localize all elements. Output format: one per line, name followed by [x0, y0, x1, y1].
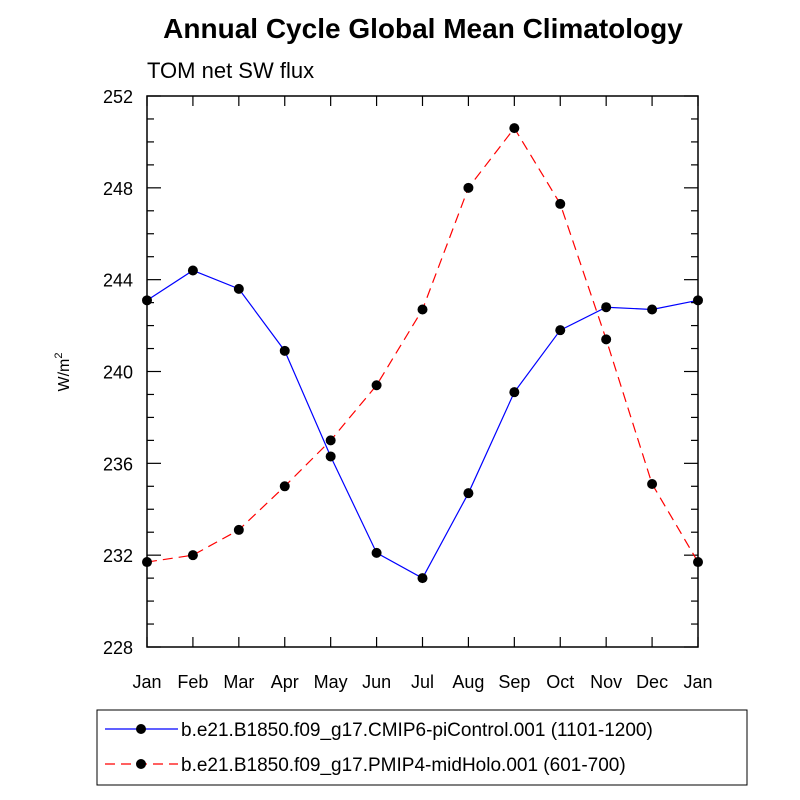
series-1-point: [371, 547, 382, 558]
series-markers: [142, 123, 703, 584]
series-1-point: [555, 325, 566, 336]
series-1-point: [463, 488, 474, 499]
series-lines: [146, 127, 699, 579]
series-line-1: [146, 269, 699, 579]
y-axis-label-text: W/m: [56, 359, 73, 392]
series-2-point: [279, 481, 290, 492]
legend-label-1: b.e21.B1850.f09_g17.CMIP6-piControl.001 …: [181, 720, 653, 741]
chart-subtitle: TOM net SW flux: [147, 58, 314, 83]
y-tick-label: 236: [103, 454, 133, 474]
series-2-point: [555, 198, 566, 209]
series-1-point: [417, 573, 428, 584]
series-1-point: [142, 295, 152, 306]
y-tick-label: 244: [103, 271, 133, 291]
series-2-point: [647, 478, 658, 489]
series-2-point: [417, 304, 428, 315]
legend-box: [96, 709, 748, 786]
series-2-point: [142, 557, 152, 568]
series-1-point: [233, 283, 244, 294]
legend-marker-1: [136, 724, 146, 734]
x-tick-label: Aug: [452, 672, 484, 692]
series-1-point: [325, 451, 336, 462]
x-tick-label: Apr: [271, 672, 299, 692]
y-tick-label: 240: [103, 363, 133, 383]
series-2-point: [187, 550, 198, 561]
series-2-point: [693, 557, 703, 568]
series-2-point: [601, 334, 612, 345]
series-2-point: [463, 182, 474, 193]
y-tick-label: 248: [103, 179, 133, 199]
series-line-2: [146, 127, 699, 563]
x-tick-label: Jul: [411, 672, 434, 692]
chart-title: Annual Cycle Global Mean Climatology: [163, 13, 683, 44]
legend-marker-2: [136, 759, 146, 769]
y-axis-label-group: W/m2: [53, 353, 73, 392]
y-tick-labels: 228 232 236 240 244 248 252: [103, 87, 133, 658]
x-tick-label: Jun: [362, 672, 391, 692]
series-2-point: [509, 123, 520, 134]
y-tick-label: 232: [103, 546, 133, 566]
x-tick-label: May: [314, 672, 348, 692]
x-tick-label: Nov: [590, 672, 622, 692]
x-tick-label: Feb: [177, 672, 208, 692]
y-axis-label: W/m2: [53, 353, 73, 392]
y-axis-label-superscript: 2: [53, 353, 65, 359]
y-tick-label: 228: [103, 638, 133, 658]
x-tick-label: Mar: [223, 672, 254, 692]
series-2-point: [325, 435, 336, 446]
series-1-point: [279, 345, 290, 356]
series-2-point: [233, 524, 244, 535]
x-tick-label: Oct: [546, 672, 574, 692]
series-2-point: [371, 380, 382, 391]
x-tick-label: Sep: [498, 672, 530, 692]
series-1-point: [601, 302, 612, 313]
series-1-point: [187, 265, 198, 276]
x-tick-labels: Jan Feb Mar Apr May Jun Jul Aug Sep Oct Nov Dec Jan: [132, 672, 712, 692]
legend-label-2: b.e21.B1850.f09_g17.PMIP4-midHolo.001 (6…: [181, 755, 626, 776]
series-1-point: [693, 295, 703, 306]
legend: b.e21.B1850.f09_g17.CMIP6-piControl.001 …: [105, 720, 653, 776]
series-1-point: [647, 304, 658, 315]
series-1-point: [509, 387, 520, 398]
x-tick-label: Jan: [683, 672, 712, 692]
plot-frame: [146, 95, 699, 648]
x-tick-label: Jan: [132, 672, 161, 692]
x-tick-label: Dec: [636, 672, 668, 692]
y-tick-label: 252: [103, 87, 133, 107]
axis-ticks: [146, 95, 699, 648]
